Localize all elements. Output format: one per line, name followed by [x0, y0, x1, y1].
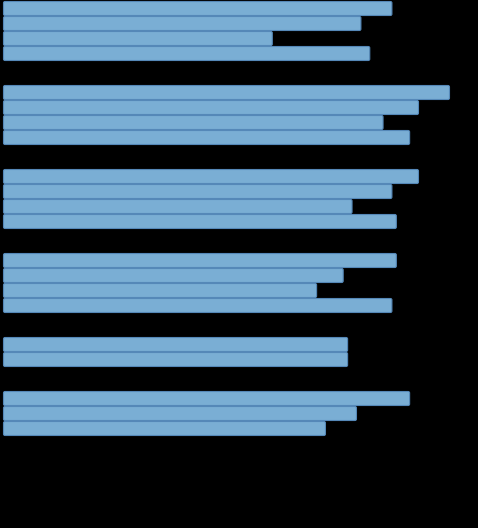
FancyBboxPatch shape — [3, 421, 326, 436]
FancyBboxPatch shape — [3, 337, 348, 352]
FancyBboxPatch shape — [3, 32, 272, 45]
FancyBboxPatch shape — [3, 16, 361, 31]
FancyBboxPatch shape — [3, 100, 419, 115]
FancyBboxPatch shape — [3, 2, 392, 15]
FancyBboxPatch shape — [3, 407, 357, 420]
FancyBboxPatch shape — [3, 169, 419, 184]
FancyBboxPatch shape — [3, 353, 348, 366]
FancyBboxPatch shape — [3, 200, 352, 213]
FancyBboxPatch shape — [3, 86, 449, 99]
FancyBboxPatch shape — [3, 284, 316, 297]
FancyBboxPatch shape — [3, 269, 343, 282]
FancyBboxPatch shape — [3, 214, 396, 229]
FancyBboxPatch shape — [3, 253, 396, 268]
FancyBboxPatch shape — [3, 46, 370, 61]
FancyBboxPatch shape — [3, 130, 410, 145]
FancyBboxPatch shape — [3, 298, 392, 313]
FancyBboxPatch shape — [3, 184, 392, 199]
FancyBboxPatch shape — [3, 391, 410, 406]
FancyBboxPatch shape — [3, 116, 383, 129]
